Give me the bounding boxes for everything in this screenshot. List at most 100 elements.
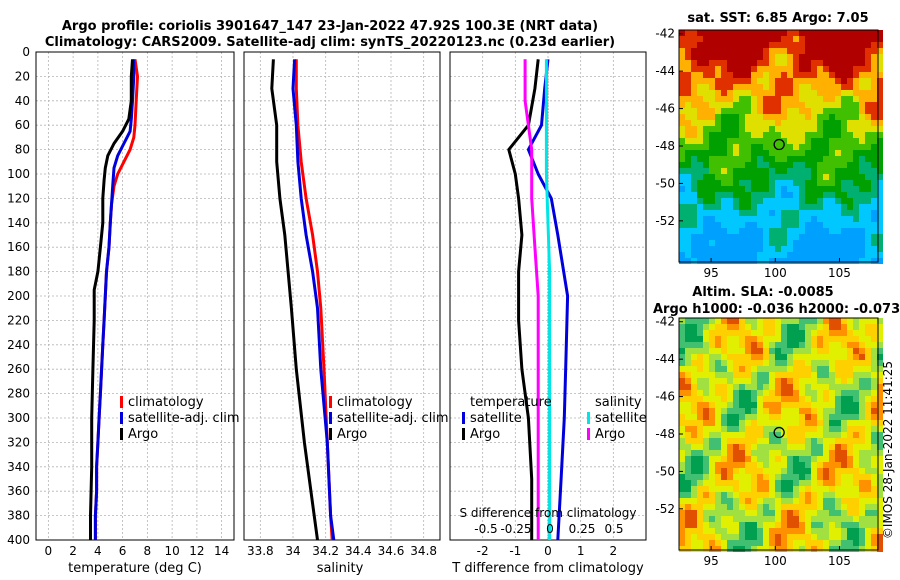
map-cell — [679, 132, 685, 138]
map-cell — [817, 438, 823, 444]
map-cell — [745, 462, 751, 468]
map-cell — [715, 258, 721, 264]
map-cell — [697, 198, 703, 204]
map-cell — [709, 210, 715, 216]
legend-climatology: climatology — [128, 395, 204, 410]
depth-tick-label: 380 — [7, 509, 30, 523]
map-cell — [709, 186, 715, 192]
map-cell — [679, 30, 685, 36]
map-cell — [781, 186, 787, 192]
map-cell — [679, 498, 685, 504]
map-cell — [709, 198, 715, 204]
map-cell — [709, 348, 715, 354]
map-cell — [781, 486, 787, 492]
map-cell — [715, 90, 721, 96]
map-cell — [823, 114, 829, 120]
map-cell — [787, 174, 793, 180]
map-cell — [811, 366, 817, 372]
map-cell — [853, 150, 859, 156]
map-cell — [835, 426, 841, 432]
map-cell — [679, 216, 685, 222]
map-cell — [697, 498, 703, 504]
map-cell — [859, 246, 865, 252]
map-cell — [733, 180, 739, 186]
panel-frame — [449, 51, 647, 541]
map-cell — [739, 132, 745, 138]
map-cell — [691, 480, 697, 486]
map-cell — [817, 354, 823, 360]
map-cell — [799, 42, 805, 48]
map-cell — [769, 360, 775, 366]
map-cell — [685, 192, 691, 198]
map-cell — [745, 366, 751, 372]
map-cell — [703, 516, 709, 522]
map-cell — [715, 546, 721, 552]
map-cell — [829, 516, 835, 522]
map-cell — [733, 210, 739, 216]
map-cell — [745, 522, 751, 528]
map-cell — [793, 144, 799, 150]
map-cell — [763, 210, 769, 216]
map-cell — [817, 480, 823, 486]
map-cell — [829, 396, 835, 402]
map-cell — [727, 132, 733, 138]
map-cell — [877, 114, 883, 120]
map-cell — [721, 426, 727, 432]
map-cell — [703, 240, 709, 246]
map-cell — [853, 366, 859, 372]
map-cell — [703, 252, 709, 258]
map-cell — [703, 378, 709, 384]
map-cell — [769, 66, 775, 72]
map-cell — [733, 54, 739, 60]
salinity-panel: 33.8 34 34.2 34.4 34.6 34.8 — [243, 51, 441, 558]
map-cell — [721, 228, 727, 234]
map-cell — [763, 162, 769, 168]
map-y-tick-label: -50 — [655, 464, 675, 478]
map-cell — [811, 78, 817, 84]
map-cell — [769, 168, 775, 174]
map-cell — [811, 522, 817, 528]
map-cell — [745, 78, 751, 84]
map-cell — [715, 366, 721, 372]
map-cell — [847, 150, 853, 156]
map-cell — [727, 66, 733, 72]
map-cell — [823, 372, 829, 378]
map-cell — [715, 30, 721, 36]
map-cell — [691, 360, 697, 366]
map-cell — [841, 474, 847, 480]
map-cell — [739, 162, 745, 168]
map-cell — [823, 504, 829, 510]
map-cell — [709, 534, 715, 540]
map-cell — [835, 504, 841, 510]
depth-tick-label: 120 — [7, 191, 30, 205]
map-cell — [793, 336, 799, 342]
map-cell — [841, 240, 847, 246]
map-cell — [715, 180, 721, 186]
map-cell — [871, 228, 877, 234]
map-cell — [679, 432, 685, 438]
map-cell — [703, 144, 709, 150]
map-cell — [763, 522, 769, 528]
map-cell — [811, 444, 817, 450]
map-cell — [751, 480, 757, 486]
map-cell — [781, 114, 787, 120]
map-cell — [847, 396, 853, 402]
map-cell — [859, 84, 865, 90]
map-cell — [685, 156, 691, 162]
map-cell — [823, 60, 829, 66]
map-cell — [787, 42, 793, 48]
map-cell — [739, 438, 745, 444]
map-cell — [781, 414, 787, 420]
map-cell — [739, 252, 745, 258]
map-cell — [739, 48, 745, 54]
map-cell — [847, 186, 853, 192]
map-cell — [697, 192, 703, 198]
map-cell — [769, 372, 775, 378]
map-cell — [703, 414, 709, 420]
map-cell — [721, 348, 727, 354]
map-cell — [829, 132, 835, 138]
map-cell — [775, 120, 781, 126]
map-cell — [685, 414, 691, 420]
map-cell — [829, 360, 835, 366]
map-cell — [769, 150, 775, 156]
